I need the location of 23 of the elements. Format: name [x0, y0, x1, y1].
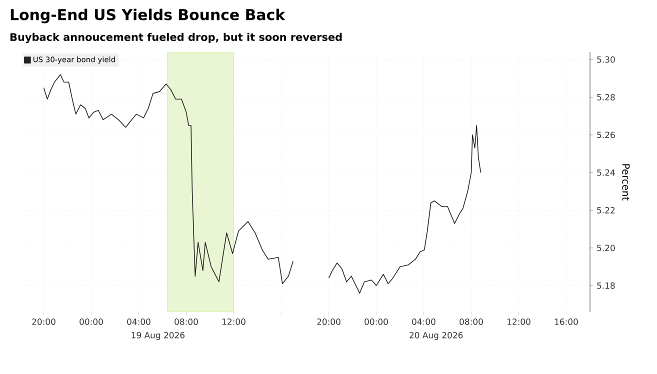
x-tick-label: 12:00 [222, 318, 246, 325]
text: 20 Aug 2026 [410, 332, 463, 340]
x-tick-label: 08:00 [174, 318, 198, 325]
y-tick-label: 5.26 [597, 132, 615, 138]
x-tick-label: 20:00 [317, 318, 340, 325]
y-tick-label: 5.20 [597, 244, 615, 252]
x-tick-label: 16:00 [554, 318, 578, 325]
text: 19 Aug 2026 [132, 332, 185, 340]
x-tick-label: 04:00 [127, 318, 150, 325]
chart-title: Long-End US Yields Bounce Back [10, 8, 286, 24]
x-tick-label: 00:00 [80, 318, 103, 325]
chart-subtitle: Buyback annoucement fueled drop, but it soon reversed [10, 32, 342, 44]
y-tick-label: 5.28 [597, 94, 615, 100]
y-axis-title: Percent [622, 164, 630, 201]
x-tick-label: 20:00 [32, 318, 56, 325]
y-tick-label: 5.22 [597, 207, 615, 214]
x-tick-label: 08:00 [460, 318, 483, 325]
y-tick-label: 5.30 [597, 56, 615, 63]
x-tick-label: 00:00 [364, 318, 388, 325]
x-tick-label: 12:00 [507, 318, 530, 325]
y-tick-label: 5.18 [597, 282, 615, 289]
y-tick-label: 5.24 [597, 169, 615, 176]
x-tick-label: 04:00 [412, 318, 436, 325]
